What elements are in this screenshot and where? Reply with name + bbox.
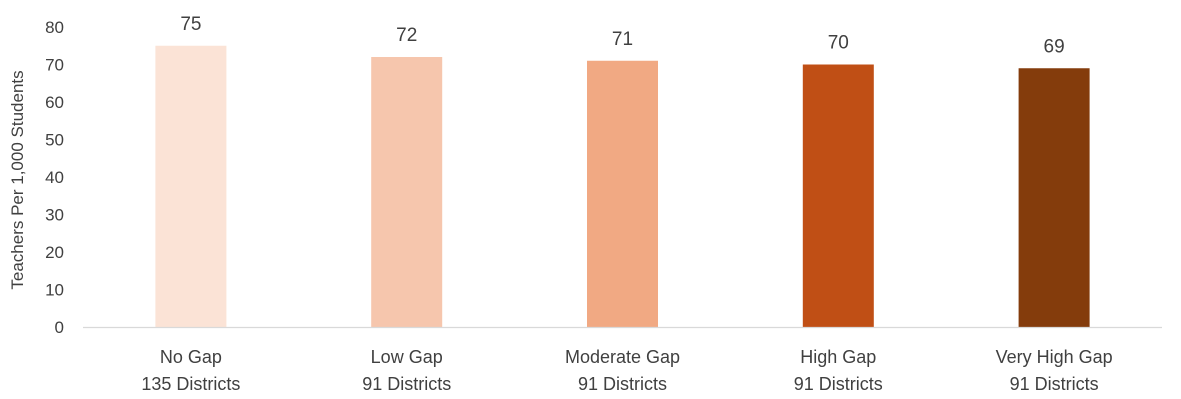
bar <box>587 60 658 327</box>
y-tick-label: 40 <box>45 168 64 187</box>
category-label: Low Gap <box>371 347 443 367</box>
y-tick-label: 60 <box>45 93 64 112</box>
category-sublabel: 91 Districts <box>362 374 451 394</box>
bar <box>155 45 227 327</box>
category-label: Moderate Gap <box>565 347 680 367</box>
bar <box>371 57 443 327</box>
category-sublabel: 91 Districts <box>578 374 667 394</box>
category-labels: No Gap 135 Districts Low Gap 91 Districts Mo… <box>141 347 1112 394</box>
y-axis-ticks: 0 10 20 30 40 50 60 70 80 <box>45 18 64 337</box>
data-label: 70 <box>828 33 849 54</box>
bar <box>1018 68 1090 327</box>
data-labels: 75 72 71 70 69 <box>180 14 1064 58</box>
y-tick-label: 10 <box>45 281 64 300</box>
category-sublabel: 91 Districts <box>1010 374 1099 394</box>
bars <box>155 45 1090 327</box>
y-tick-label: 50 <box>45 131 64 150</box>
y-tick-label: 0 <box>55 318 64 337</box>
data-label: 69 <box>1044 36 1065 57</box>
category-sublabel: 135 Districts <box>141 374 240 394</box>
category-label: No Gap <box>160 347 222 367</box>
category-sublabel: 91 Districts <box>794 374 883 394</box>
y-axis-title: Teachers Per 1,000 Students <box>8 70 27 289</box>
category-label: High Gap <box>800 347 876 367</box>
bar <box>802 64 874 327</box>
data-label: 72 <box>396 25 417 46</box>
y-tick-label: 70 <box>45 56 64 75</box>
data-label: 71 <box>612 29 633 50</box>
y-tick-label: 30 <box>45 206 64 225</box>
y-tick-label: 80 <box>45 18 64 37</box>
data-label: 75 <box>180 14 201 35</box>
y-tick-label: 20 <box>45 243 64 262</box>
category-label: Very High Gap <box>996 347 1113 367</box>
